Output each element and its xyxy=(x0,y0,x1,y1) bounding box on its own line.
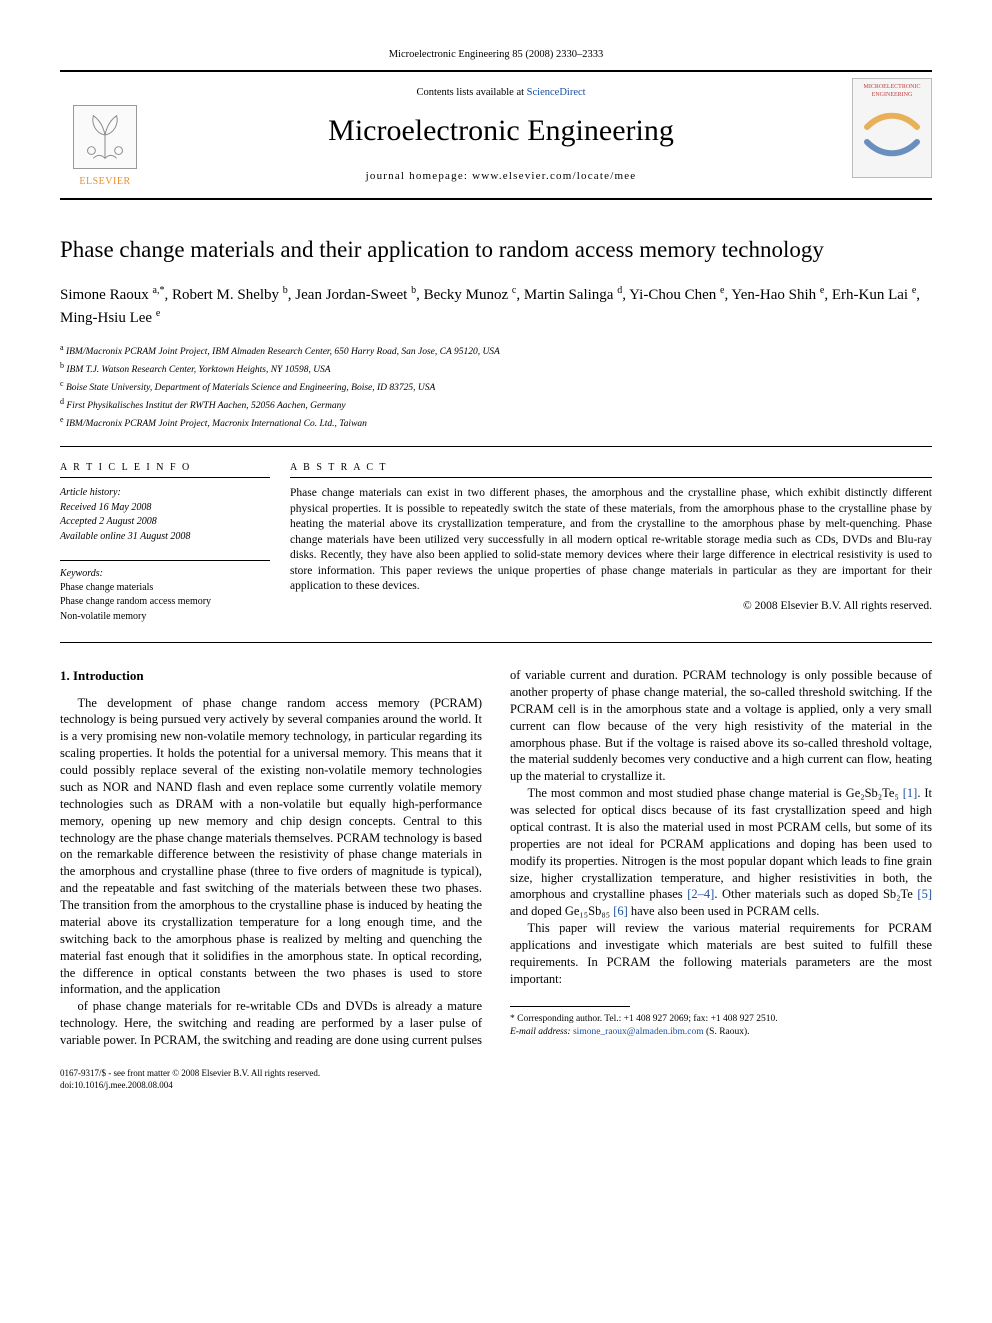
corr-author-email-link[interactable]: simone_raoux@almaden.ibm.com xyxy=(573,1027,704,1037)
history-received: Received 16 May 2008 xyxy=(60,501,270,516)
intro-para-3: The most common and most studied phase c… xyxy=(510,785,932,920)
affiliation-3: c Boise State University, Department of … xyxy=(60,378,932,396)
article-history-label: Article history: xyxy=(60,486,270,501)
cover-label-bottom: ENGINEERING xyxy=(872,91,913,99)
contents-prefix: Contents lists available at xyxy=(416,87,526,98)
article-info-heading: A R T I C L E I N F O xyxy=(60,461,270,479)
sciencedirect-link[interactable]: ScienceDirect xyxy=(527,87,586,98)
article-info-box: A R T I C L E I N F O Article history: R… xyxy=(60,461,290,625)
affiliation-list: a IBM/Macronix PCRAM Joint Project, IBM … xyxy=(60,342,932,432)
affiliation-5: e IBM/Macronix PCRAM Joint Project, Macr… xyxy=(60,414,932,432)
page-footer: 0167-9317/$ - see front matter © 2008 El… xyxy=(60,1067,932,1091)
keyword-2: Phase change random access memory xyxy=(60,595,270,610)
keyword-1: Phase change materials xyxy=(60,581,270,596)
journal-homepage: journal homepage: www.elsevier.com/locat… xyxy=(366,169,637,184)
doi-line: doi:10.1016/j.mee.2008.08.004 xyxy=(60,1079,932,1091)
intro-para-1: The development of phase change random a… xyxy=(60,695,482,999)
keyword-3: Non-volatile memory xyxy=(60,610,270,625)
abstract-box: A B S T R A C T Phase change materials c… xyxy=(290,461,932,625)
abstract-copyright: © 2008 Elsevier B.V. All rights reserved… xyxy=(290,599,932,615)
section-1-heading: 1. Introduction xyxy=(60,667,482,685)
contents-available-line: Contents lists available at ScienceDirec… xyxy=(416,86,585,100)
affiliation-4: d First Physikalisches Institut der RWTH… xyxy=(60,396,932,414)
elsevier-tree-icon xyxy=(73,105,137,169)
homepage-url[interactable]: www.elsevier.com/locate/mee xyxy=(472,170,636,182)
homepage-prefix: journal homepage: xyxy=(366,170,473,182)
cover-label-top: MICROELECTRONIC xyxy=(864,83,921,91)
author-list: Simone Raoux a,*, Robert M. Shelby b, Je… xyxy=(60,283,932,330)
article-body: 1. Introduction The development of phase… xyxy=(60,667,932,1049)
cover-swoosh-icon xyxy=(862,107,922,157)
history-accepted: Accepted 2 August 2008 xyxy=(60,515,270,530)
intro-para-4: This paper will review the various mater… xyxy=(510,920,932,988)
citation-5-link[interactable]: [5] xyxy=(917,887,932,901)
corresponding-author-footnote: * Corresponding author. Tel.: +1 408 927… xyxy=(510,1013,932,1040)
corr-author-line: * Corresponding author. Tel.: +1 408 927… xyxy=(510,1013,932,1026)
publisher-logo: ELSEVIER xyxy=(60,78,150,192)
history-online: Available online 31 August 2008 xyxy=(60,530,270,545)
publisher-name: ELSEVIER xyxy=(79,175,130,189)
abstract-heading: A B S T R A C T xyxy=(290,461,932,479)
journal-title: Microelectronic Engineering xyxy=(328,111,674,152)
footnote-separator xyxy=(510,1006,630,1007)
citation-6-link[interactable]: [6] xyxy=(613,904,628,918)
abstract-text: Phase change materials can exist in two … xyxy=(290,486,932,595)
affiliation-1: a IBM/Macronix PCRAM Joint Project, IBM … xyxy=(60,342,932,360)
front-matter-line: 0167-9317/$ - see front matter © 2008 El… xyxy=(60,1067,932,1079)
affiliation-2: b IBM T.J. Watson Research Center, Yorkt… xyxy=(60,360,932,378)
citation-1-link[interactable]: [1] xyxy=(903,786,918,800)
journal-cover-thumb: MICROELECTRONIC ENGINEERING xyxy=(852,78,932,178)
journal-reference: Microelectronic Engineering 85 (2008) 23… xyxy=(60,48,932,62)
journal-header: ELSEVIER Contents lists available at Sci… xyxy=(60,70,932,200)
email-label: E-mail address: xyxy=(510,1027,571,1037)
email-tail: (S. Raoux). xyxy=(704,1027,750,1037)
keywords-label: Keywords: xyxy=(60,560,270,581)
article-title: Phase change materials and their applica… xyxy=(60,236,932,265)
citation-2-4-link[interactable]: [2–4] xyxy=(687,887,714,901)
